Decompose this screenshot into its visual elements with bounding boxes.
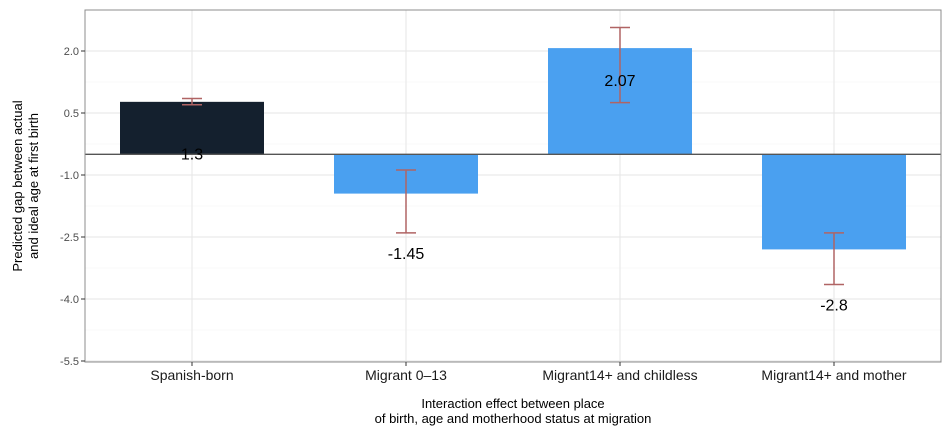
x-tick-label: Migrant 0–13 [365, 367, 447, 383]
y-tick-label: -4.0 [60, 294, 79, 306]
error-bar [610, 26, 630, 104]
error-bar [182, 97, 202, 106]
x-axis-title-line-1: Interaction effect between place [421, 396, 604, 411]
y-tick-label: -5.5 [60, 356, 79, 368]
error-bar [824, 232, 844, 286]
data-label: -1.45 [388, 246, 425, 263]
x-tick-label: Migrant14+ and childless [542, 367, 697, 383]
y-tick-label: -2.5 [60, 232, 79, 244]
y-tick-label: 0.5 [64, 108, 79, 120]
data-label: 1.3 [181, 146, 203, 163]
x-tick-label: Spanish-born [150, 367, 233, 383]
plot-panel-border [84, 9, 942, 363]
bars [120, 48, 906, 250]
data-label: 2.07 [604, 73, 635, 90]
y-tick-labels: 2.0 0.5 -1.0 -2.5 -4.0 -5.5 [60, 46, 85, 368]
x-tick-labels: Spanish-born Migrant 0–13 Migrant14+ and c… [150, 362, 907, 383]
error-bar [396, 169, 416, 234]
y-tick-label: -1.0 [60, 170, 79, 182]
data-labels: 1.3 -1.45 2.07 -2.8 [181, 73, 848, 314]
bar [120, 101, 264, 155]
error-bars [182, 26, 844, 286]
data-label: -2.8 [820, 298, 848, 315]
y-axis-title-line-2: and ideal age at first birth [26, 113, 41, 259]
y-axis-title-line-1: Predicted gap between actual [10, 100, 25, 271]
x-tick-label: Migrant14+ and mother [761, 367, 906, 383]
y-tick-label: 2.0 [64, 46, 79, 58]
x-axis-title-line-2: of birth, age and motherhood status at m… [375, 411, 652, 426]
